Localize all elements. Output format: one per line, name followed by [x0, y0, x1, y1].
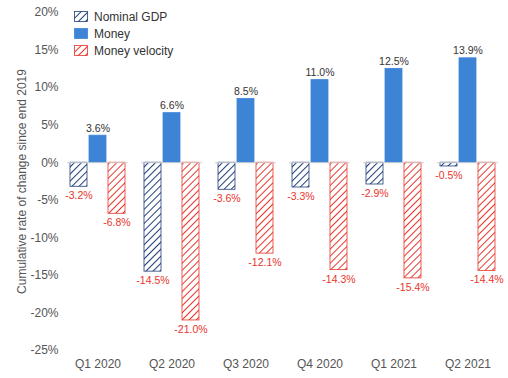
- svg-text:-25%: -25%: [30, 343, 58, 357]
- html-text:Money: Money: [94, 26, 130, 41]
- svg-text:-6.8%: -6.8%: [103, 216, 130, 228]
- svg-text:20%: 20%: [34, 5, 58, 19]
- svg-text:-3.3%: -3.3%: [287, 190, 314, 202]
- svg-text:8.5%: 8.5%: [234, 85, 258, 97]
- svg-text:-12.1%: -12.1%: [248, 256, 281, 268]
- svg-text:-15%: -15%: [30, 268, 58, 282]
- svg-text:-15.4%: -15.4%: [396, 281, 429, 293]
- html-text:Money velocity: Money velocity: [94, 43, 174, 58]
- svg-text:Cumulative rate of change sinc: Cumulative rate of change since end 2019: [15, 69, 29, 294]
- svg-text:6.6%: 6.6%: [160, 99, 184, 111]
- svg-text:10%: 10%: [34, 80, 58, 94]
- svg-text:Q1 2021: Q1 2021: [371, 357, 417, 371]
- svg-text:5%: 5%: [41, 118, 59, 132]
- svg-text:-3.2%: -3.2%: [65, 189, 92, 201]
- svg-text:13.9%: 13.9%: [453, 44, 483, 56]
- svg-text:-20%: -20%: [30, 306, 58, 320]
- svg-text:12.5%: 12.5%: [379, 55, 409, 67]
- svg-text:0%: 0%: [41, 156, 59, 170]
- svg-text:11.0%: 11.0%: [306, 66, 335, 78]
- svg-text:-10%: -10%: [30, 231, 58, 245]
- svg-text:Q2 2021: Q2 2021: [445, 357, 491, 371]
- svg-text:-5%: -5%: [37, 193, 59, 207]
- svg-text:3.6%: 3.6%: [86, 122, 110, 134]
- svg-text:-0.5%: -0.5%: [435, 169, 462, 181]
- svg-text:15%: 15%: [34, 43, 58, 57]
- svg-text:-2.9%: -2.9%: [361, 187, 388, 199]
- svg-text:-14.5%: -14.5%: [136, 274, 169, 286]
- svg-text:-3.6%: -3.6%: [213, 192, 240, 204]
- svg-text:Q3 2020: Q3 2020: [223, 357, 269, 371]
- html-text:Nominal GDP: Nominal GDP: [94, 9, 168, 24]
- svg-text:-21.0%: -21.0%: [174, 323, 207, 335]
- svg-text:-14.4%: -14.4%: [470, 273, 503, 285]
- svg-text:Q1 2020: Q1 2020: [75, 357, 121, 371]
- svg-text:-14.3%: -14.3%: [322, 273, 355, 285]
- svg-text:Q4 2020: Q4 2020: [297, 357, 343, 371]
- svg-text:Q2 2020: Q2 2020: [149, 357, 195, 371]
